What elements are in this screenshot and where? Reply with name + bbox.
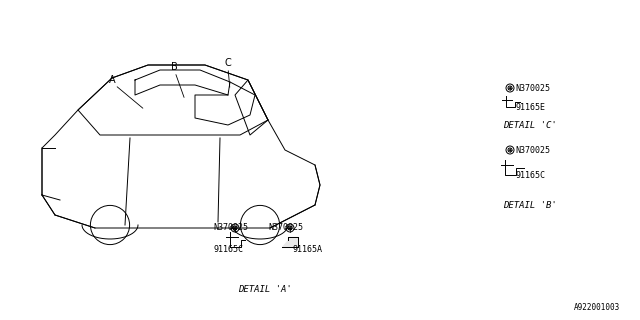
Text: 91165C: 91165C [213, 245, 243, 254]
Text: N370025: N370025 [515, 146, 550, 155]
Polygon shape [282, 237, 298, 247]
Text: DETAIL 'A': DETAIL 'A' [238, 285, 292, 294]
Text: A922001003: A922001003 [573, 303, 620, 312]
Text: DETAIL 'C': DETAIL 'C' [503, 121, 557, 130]
Text: C: C [225, 58, 232, 68]
Text: 91165C: 91165C [515, 171, 545, 180]
Text: 91165A: 91165A [292, 245, 322, 254]
Text: N370025: N370025 [515, 84, 550, 92]
Text: N370025: N370025 [213, 223, 248, 233]
Text: N370025: N370025 [268, 223, 303, 233]
Text: A: A [109, 75, 115, 85]
Text: DETAIL 'B': DETAIL 'B' [503, 201, 557, 210]
Text: 91165E: 91165E [515, 102, 545, 111]
Text: B: B [171, 62, 177, 72]
